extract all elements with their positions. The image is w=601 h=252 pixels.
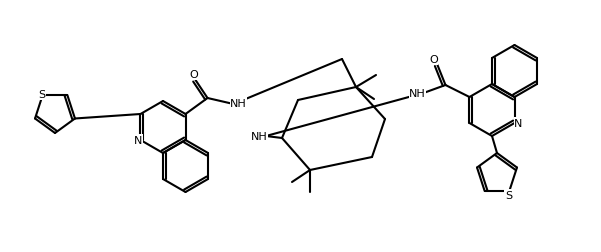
Text: NH: NH: [230, 99, 247, 109]
Text: NH: NH: [251, 132, 267, 141]
Text: O: O: [429, 55, 438, 65]
Text: N: N: [514, 118, 523, 129]
Text: S: S: [505, 190, 512, 200]
Text: S: S: [38, 90, 45, 100]
Text: N: N: [134, 136, 142, 145]
Text: NH: NH: [409, 89, 426, 99]
Text: O: O: [189, 70, 198, 80]
